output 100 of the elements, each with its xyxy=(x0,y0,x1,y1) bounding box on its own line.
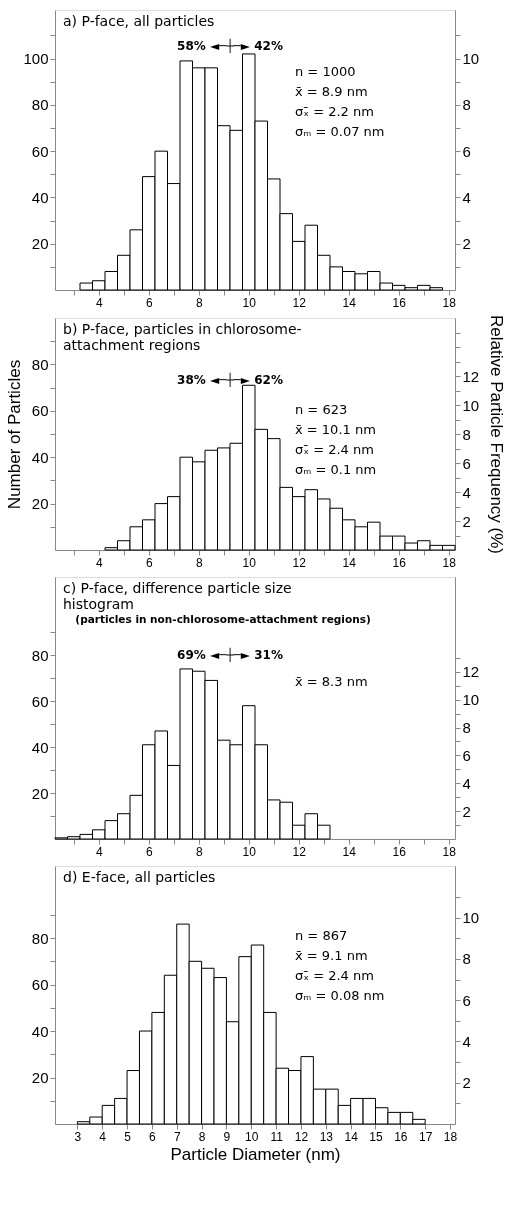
x-tick-label: 12 xyxy=(294,1129,309,1144)
annotation: 69% ◄─┼─► 31% xyxy=(177,647,283,662)
y2-tick-label: 2 xyxy=(462,235,471,253)
y2-axis-title: Relative Particle Frequency (%) xyxy=(487,314,507,555)
y2-tick-label: 8 xyxy=(462,950,471,968)
y-tick-label: 40 xyxy=(31,1022,49,1040)
annotation: σₘ = 0.07 nm xyxy=(295,124,385,139)
y-tick-label: 100 xyxy=(23,50,49,68)
y-tick-label: 60 xyxy=(31,142,49,160)
y2-tick-label: 10 xyxy=(462,691,480,709)
x-tick-label: 8 xyxy=(195,844,203,859)
x-tick-label: 4 xyxy=(95,295,103,310)
x-tick-label: 8 xyxy=(195,295,203,310)
x-tick-label: 14 xyxy=(342,555,357,570)
y2-tick-label: 10 xyxy=(462,909,480,927)
x-tick-label: 16 xyxy=(392,844,407,859)
y2-tick-label: 4 xyxy=(462,483,471,501)
chart-title: a) P-face, all particles xyxy=(63,13,215,29)
y2-tick-label: 8 xyxy=(462,96,471,114)
annotation: σₘ = 0.08 nm xyxy=(295,988,385,1003)
x-tick-label: 10 xyxy=(242,555,257,570)
x-tick-label: 6 xyxy=(145,555,153,570)
x-tick-label: 6 xyxy=(145,295,153,310)
y-tick-label: 20 xyxy=(31,495,49,513)
annotation: n = 1000 xyxy=(295,64,356,79)
annotation: σₓ̄ = 2.4 nm xyxy=(295,442,374,457)
y-tick-label: 80 xyxy=(31,355,49,373)
chart-title: d) E-face, all particles xyxy=(63,869,216,885)
x-tick-label: 8 xyxy=(198,1129,206,1144)
annotation: x̄ = 10.1 nm xyxy=(295,422,376,437)
y2-tick-label: 6 xyxy=(462,454,471,472)
y-tick-label: 20 xyxy=(31,1069,49,1087)
y2-tick-label: 12 xyxy=(462,663,480,681)
text: (particles in non-chlorosome-attachment regions) xyxy=(75,613,371,625)
x-tick-label: 13 xyxy=(319,1129,334,1144)
x-tick-label: 17 xyxy=(419,1129,433,1144)
x-tick-label: 14 xyxy=(342,844,357,859)
y2-tick-label: 4 xyxy=(462,1032,471,1050)
x-tick-label: 5 xyxy=(124,1129,132,1144)
y2-tick-label: 10 xyxy=(462,396,480,414)
x-tick-label: 15 xyxy=(369,1129,383,1144)
y2-tick-label: 4 xyxy=(462,188,471,206)
y2-tick-label: 8 xyxy=(462,425,471,443)
y2-tick-label: 6 xyxy=(462,991,471,1009)
y-axis-title: Number of Particles xyxy=(4,359,24,510)
x-tick-label: 18 xyxy=(442,555,457,570)
x-tick-label: 10 xyxy=(242,844,257,859)
y2-tick-label: 2 xyxy=(462,802,471,820)
y2-tick-label: 2 xyxy=(462,512,471,530)
x-tick-label: 6 xyxy=(149,1129,157,1144)
x-tick-label: 18 xyxy=(442,844,457,859)
x-tick-label: 6 xyxy=(145,844,153,859)
y-tick-label: 60 xyxy=(31,402,49,420)
annotation: σₘ = 0.1 nm xyxy=(295,462,377,477)
y2-tick-label: 8 xyxy=(462,719,471,737)
x-tick-label: 12 xyxy=(292,555,307,570)
x-tick-label: 16 xyxy=(394,1129,408,1144)
y2-tick-label: 10 xyxy=(462,50,480,68)
annotation: σₓ̄ = 2.2 nm xyxy=(295,104,374,119)
annotation: 38% ◄─┼─► 62% xyxy=(177,372,283,387)
y2-tick-label: 2 xyxy=(462,1074,471,1092)
y2-tick-label: 4 xyxy=(462,774,471,792)
x-tick-label: 3 xyxy=(74,1129,82,1144)
y2-tick-label: 6 xyxy=(462,142,471,160)
annotation: n = 623 xyxy=(295,402,348,417)
x-tick-label: 18 xyxy=(443,1129,458,1144)
x-tick-label: 10 xyxy=(242,295,257,310)
text: b) P-face, particles in chlorosome-attachment regions xyxy=(63,321,302,353)
y-tick-label: 60 xyxy=(31,692,49,710)
y2-tick-label: 6 xyxy=(462,746,471,764)
x-tick-label: 11 xyxy=(270,1129,284,1144)
annotation: 58% ◄─┼─► 42% xyxy=(177,38,283,53)
y-tick-label: 40 xyxy=(31,448,49,466)
y-tick-label: 20 xyxy=(31,784,49,802)
y-tick-label: 80 xyxy=(31,929,49,947)
annotation: n = 867 xyxy=(295,928,348,943)
x-tick-label: 9 xyxy=(223,1129,231,1144)
annotation: x̄ = 8.9 nm xyxy=(295,84,368,99)
x-tick-label: 14 xyxy=(344,1129,359,1144)
y-tick-label: 80 xyxy=(31,96,49,114)
annotation: x̄ = 8.3 nm xyxy=(295,674,368,689)
annotation: x̄ = 9.1 nm xyxy=(295,948,368,963)
y-tick-label: 40 xyxy=(31,188,49,206)
x-tick-label: 4 xyxy=(95,555,103,570)
y-tick-label: 40 xyxy=(31,738,49,756)
x-tick-label: 8 xyxy=(195,555,203,570)
text: c) P-face, difference particle size histogram xyxy=(63,580,292,612)
x-tick-label: 16 xyxy=(392,555,407,570)
x-axis-title: Particle Diameter (nm) xyxy=(170,1144,341,1164)
annotation: σₓ̄ = 2.4 nm xyxy=(295,968,374,983)
x-tick-label: 4 xyxy=(99,1129,107,1144)
x-tick-label: 12 xyxy=(292,295,307,310)
y2-tick-label: 12 xyxy=(462,367,480,385)
x-tick-label: 10 xyxy=(245,1129,259,1144)
x-tick-label: 16 xyxy=(392,295,407,310)
x-tick-label: 18 xyxy=(442,295,457,310)
x-tick-label: 4 xyxy=(95,844,103,859)
y-tick-label: 60 xyxy=(31,976,49,994)
x-tick-label: 12 xyxy=(292,844,307,859)
x-tick-label: 7 xyxy=(173,1129,181,1144)
